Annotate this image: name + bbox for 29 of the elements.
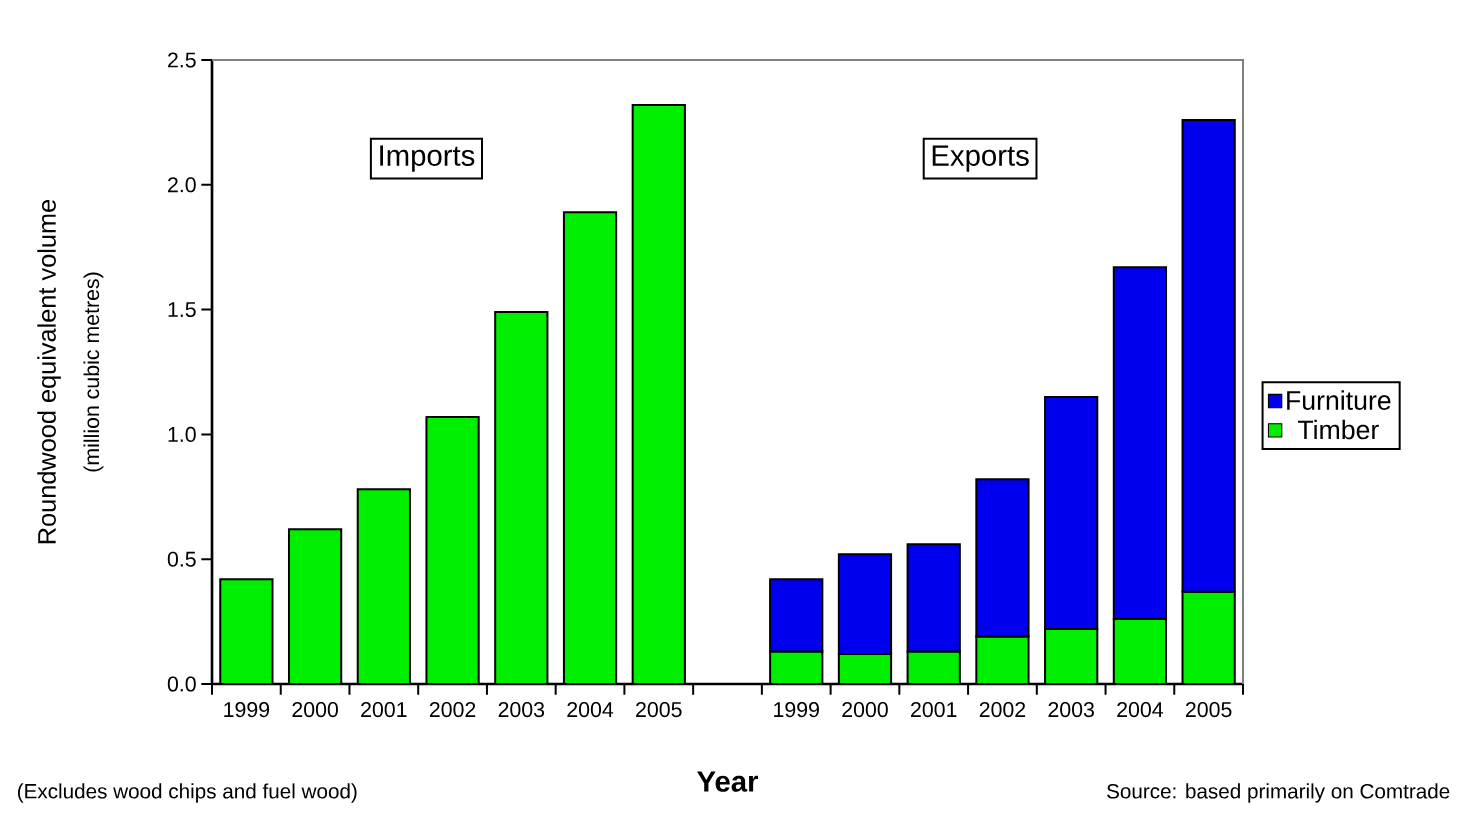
y-tick-label: 2.5 [168,52,196,68]
x-tick-label: 2003 [1048,702,1094,718]
x-tick-label: 2002 [429,702,476,718]
y-tick-label: 0.0 [167,676,196,692]
y-tick-label: 2.0 [168,177,196,193]
annotation: Imports [380,145,475,172]
x-tick-label: 2001 [361,702,407,718]
y-axis-title: Roundwood equivalent volume [37,199,61,544]
y-tick-label: 0.5 [167,551,196,567]
x-tick-label: 2000 [842,702,888,718]
x-tick-label: 2001 [911,702,957,718]
source-note: Source: based primarily on Comtrade [1107,783,1450,803]
x-tick-label: 2003 [498,702,545,718]
legend-label: Timber [1297,419,1379,440]
text: (million cubic metres) [83,272,104,472]
x-tick-label: 1999 [774,702,819,718]
annotation: Exports [932,145,1029,172]
y-tick-label: 1.5 [168,302,196,318]
x-tick-label: 2000 [292,702,338,718]
x-tick-label: 2005 [1185,702,1232,718]
x-tick-label: 2004 [567,702,614,718]
x-tick-label: 1999 [224,702,270,718]
legend-label: Furniture [1287,390,1391,410]
x-axis-title: Year [697,771,759,792]
y-tick-label: 1.0 [168,426,196,442]
x-tick-label: 2002 [979,702,1026,718]
x-tick-label: 2004 [1117,702,1163,718]
x-tick-label: 2005 [636,702,682,718]
text: (Excludes wood chips and fuel wood) [17,783,357,803]
